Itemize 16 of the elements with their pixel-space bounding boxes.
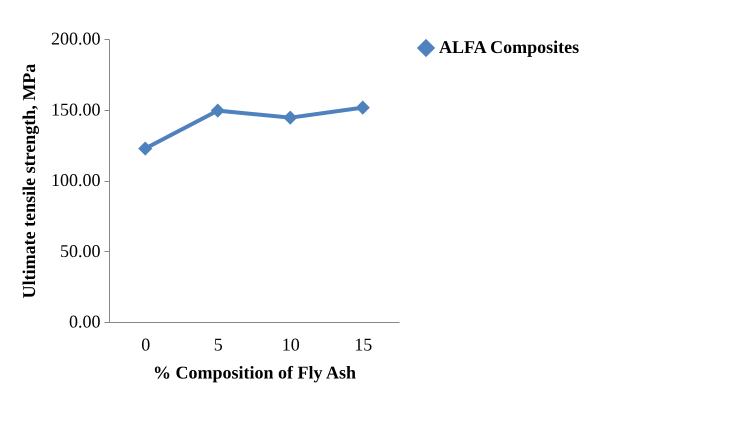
x-tick-label: 15 xyxy=(354,334,372,354)
y-axis-title: Ultimate tensile strength, MPa xyxy=(19,64,39,298)
y-tick-label: 50.00 xyxy=(60,240,100,261)
x-axis-title: % Composition of Fly Ash xyxy=(152,362,356,382)
y-tick-label: 100.00 xyxy=(51,170,100,190)
point xyxy=(210,104,225,118)
y-tick-label: 150.00 xyxy=(51,99,100,120)
x-tick-label: 5 xyxy=(214,334,223,354)
y-tick-label: 200.00 xyxy=(51,28,100,48)
y-tick-label: 0.00 xyxy=(69,312,100,332)
x-tick-label: 0 xyxy=(141,334,150,354)
point xyxy=(356,100,370,115)
x-tick-label: 10 xyxy=(282,334,300,354)
point xyxy=(138,141,152,156)
legend-label: ALFA Composites xyxy=(439,37,580,57)
point xyxy=(283,110,298,125)
